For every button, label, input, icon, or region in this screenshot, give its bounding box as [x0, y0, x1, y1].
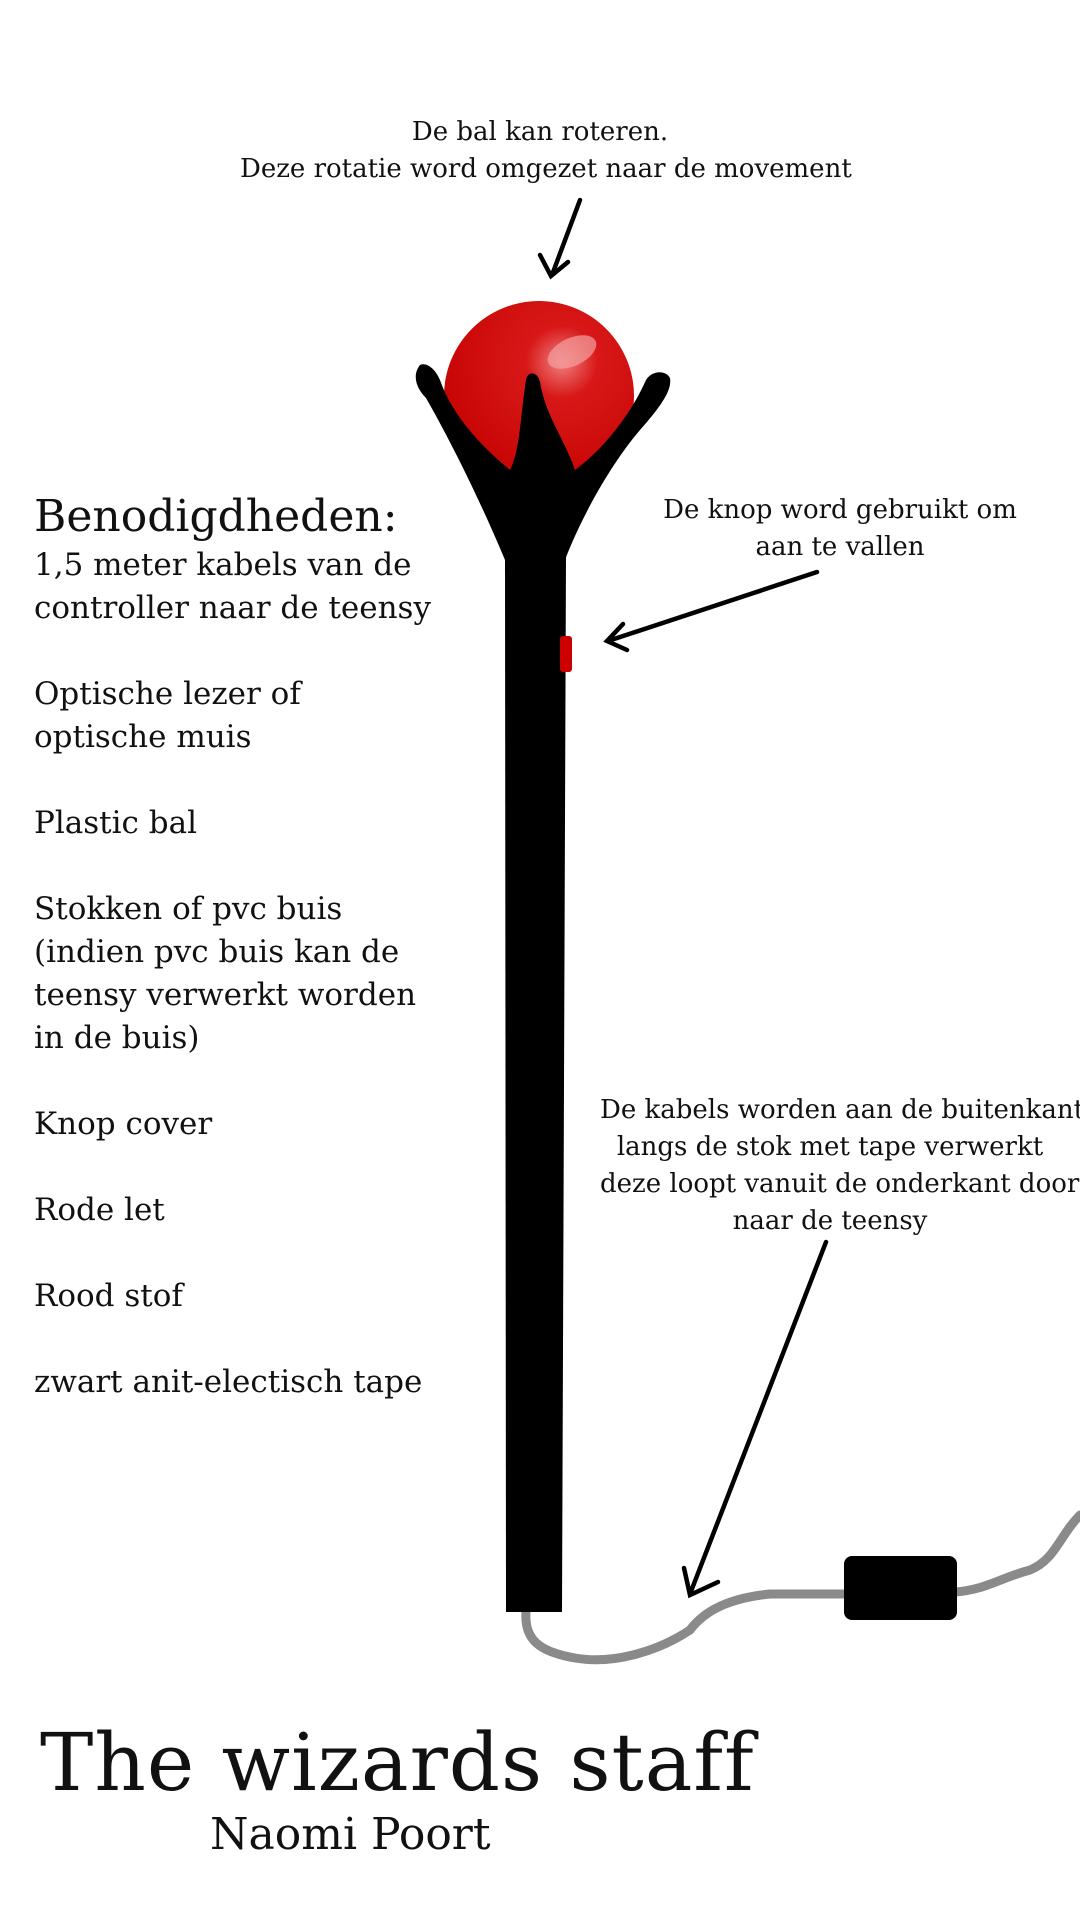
page-title: The wizards staff: [40, 1716, 755, 1809]
supplies-item-line: Rode let: [34, 1192, 165, 1228]
supplies-item-line: controller naar de teensy: [34, 590, 431, 626]
supplies-panel: Benodigdheden: 1,5 meter kabels van de co…: [34, 490, 454, 1447]
annotation-button-line-2: aan te vallen: [755, 532, 925, 562]
supplies-title: Benodigdheden:: [34, 491, 398, 542]
ball-highlight: [547, 335, 597, 369]
annotation-cables-line-2: langs de stok met tape verwerkt: [616, 1132, 1044, 1162]
supplies-item: Knop cover: [34, 1103, 454, 1146]
arrow-cable: [681, 1239, 829, 1599]
supplies-item-line: 1,5 meter kabels van de: [34, 547, 412, 583]
supplies-item-line: Rood stof: [34, 1278, 183, 1314]
annotation-ball-line-1: De bal kan roteren.: [411, 117, 669, 147]
supplies-item-line: Stokken of pvc buis: [34, 891, 343, 927]
supplies-item-line: Optische lezer of: [34, 676, 301, 712]
supplies-item: zwart anit-electisch tape: [34, 1361, 454, 1404]
supplies-item: 1,5 meter kabels van de controller naar d…: [34, 544, 454, 630]
supplies-item-line: (indien pvc buis kan de: [34, 934, 400, 970]
staff-shaft: [505, 555, 566, 1612]
annotation-ball-line-2: Deze rotatie word omgezet naar de moveme…: [240, 154, 852, 184]
supplies-item-line: teensy verwerkt worden: [34, 977, 417, 1013]
supplies-item-line: in de buis): [34, 1020, 200, 1056]
supplies-list: 1,5 meter kabels van de controller naar d…: [34, 544, 454, 1404]
supplies-item: Stokken of pvc buis (indien pvc buis kan …: [34, 888, 454, 1060]
supplies-item: Plastic bal: [34, 802, 454, 845]
arrow-button: [603, 569, 820, 653]
supplies-item: Rode let: [34, 1189, 454, 1232]
supplies-item: Optische lezer of optische muis: [34, 673, 454, 759]
supplies-item-line: zwart anit-electisch tape: [34, 1364, 423, 1400]
annotation-cables-line-4: naar de teensy: [732, 1206, 928, 1236]
attack-button: [560, 636, 572, 672]
annotation-button-line-1: De knop word gebruikt om: [663, 495, 1017, 525]
annotation-cables: De kabels worden aan de buitenkant langs…: [600, 1092, 1080, 1240]
author-name: Naomi Poort: [210, 1809, 491, 1860]
supplies-item-line: optische muis: [34, 719, 252, 755]
supplies-item: Rood stof: [34, 1275, 454, 1318]
staff-claw: [415, 364, 671, 560]
supplies-item-line: Plastic bal: [34, 805, 197, 841]
teensy-box: [844, 1556, 957, 1620]
arrow-ball: [537, 197, 583, 280]
supplies-item-line: Knop cover: [34, 1106, 213, 1142]
cable: [521, 1510, 1080, 1665]
annotation-cables-line-3: deze loopt vanuit de onderkant door: [600, 1169, 1080, 1199]
annotation-ball: De bal kan roteren. Deze rotatie word om…: [240, 114, 852, 188]
annotation-cables-line-1: De kabels worden aan de buitenkant: [600, 1095, 1080, 1125]
annotation-button: De knop word gebruikt om aan te vallen: [640, 492, 1040, 566]
